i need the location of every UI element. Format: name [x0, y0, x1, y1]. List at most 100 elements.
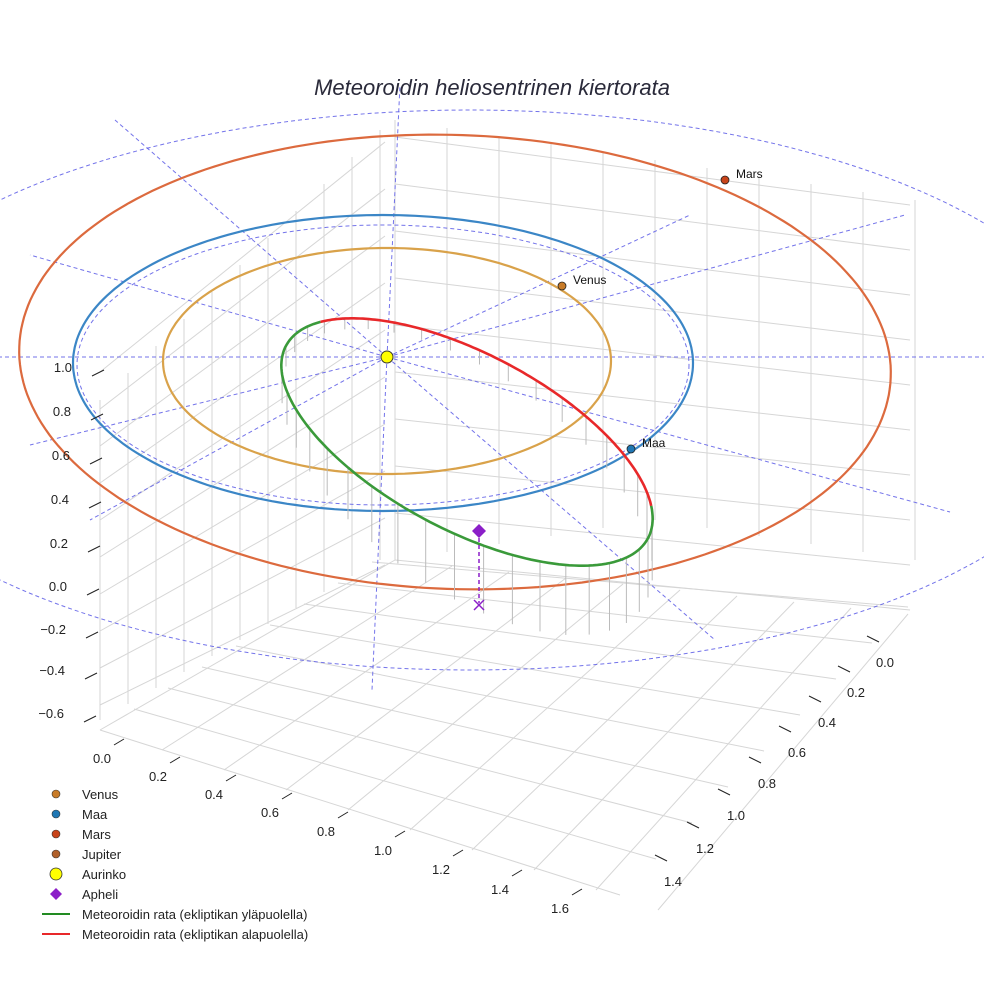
x-tick: [452, 849, 464, 857]
legend-diamond-icon: [50, 888, 62, 900]
grid-line: [133, 708, 657, 860]
axis-grid: [99, 120, 916, 911]
z-tick-label: 0.4: [51, 492, 69, 507]
orbit-maa: [71, 213, 695, 513]
grid-line: [99, 282, 386, 484]
z-tick: [89, 457, 103, 465]
ecliptic-ellipse: [76, 224, 690, 506]
grid-line: [394, 465, 911, 521]
ecliptic-spoke: [89, 356, 388, 521]
grid-line: [347, 583, 624, 811]
planet-marker-maa: [626, 444, 636, 454]
grid-line: [394, 136, 911, 206]
y-tick: [654, 854, 668, 862]
x-tick-label: 0.4: [205, 787, 223, 802]
grid-line: [167, 687, 693, 824]
z-tick: [86, 588, 100, 596]
ecliptic-spoke: [386, 356, 951, 513]
x-tick: [337, 811, 349, 819]
legend-label: Maa: [82, 807, 108, 822]
x-tick-label: 0.2: [149, 769, 167, 784]
legend-label: Aurinko: [82, 867, 126, 882]
legend-item: Mars: [51, 827, 111, 842]
y-tick-label: 0.8: [758, 776, 776, 791]
x-tick: [394, 830, 406, 838]
z-tick: [88, 501, 102, 509]
grid-line: [533, 601, 795, 871]
grid-line: [235, 645, 765, 752]
y-tick-label: 0.4: [818, 715, 836, 730]
legend-dot-icon: [51, 849, 61, 859]
ecliptic-ellipse: [0, 109, 984, 671]
grid-line: [394, 324, 911, 386]
y-tick: [837, 665, 851, 673]
grid-line: [99, 564, 386, 706]
z-tick: [83, 715, 97, 723]
orbit-venus: [161, 246, 613, 476]
grid-line: [223, 571, 510, 771]
grid-line: [99, 235, 386, 447]
grid-line: [99, 141, 386, 373]
z-tick: [90, 413, 104, 421]
z-tick-label: 0.8: [53, 404, 71, 419]
y-tick-label: 0.0: [876, 655, 894, 670]
legend-item: Apheli: [50, 887, 118, 902]
meteoroid-orbit: [279, 317, 655, 567]
x-tick-label: 1.4: [491, 882, 509, 897]
x-tick-label: 0.0: [93, 751, 111, 766]
aphelion-projection-marker: [473, 599, 485, 611]
x-tick: [169, 756, 181, 764]
grid-line: [99, 376, 386, 558]
z-tick-label: 0.2: [50, 536, 68, 551]
ecliptic-spoke: [386, 356, 716, 641]
meteoroid-orbit-below: [320, 317, 653, 507]
y-tick-label: 0.2: [847, 685, 865, 700]
z-tick-label: 0.0: [49, 579, 67, 594]
legend-item: Aurinko: [49, 867, 126, 882]
grid-line: [409, 589, 681, 831]
z-tick-label: −0.2: [40, 622, 66, 637]
y-tick-label: 0.6: [788, 745, 806, 760]
ecliptic-spoke: [29, 254, 388, 358]
planet-orbits: [18, 133, 892, 591]
y-tick: [748, 756, 762, 764]
grid-line: [337, 582, 873, 644]
meteoroid-droplines: [281, 318, 653, 635]
sun-marker: [380, 350, 394, 364]
legend-label: Mars: [82, 827, 111, 842]
grid-line: [657, 613, 909, 911]
x-tick-label: 0.8: [317, 824, 335, 839]
y-tick-label: 1.4: [664, 874, 682, 889]
z-tick: [87, 545, 101, 553]
x-tick: [281, 792, 293, 800]
x-tick: [113, 738, 125, 746]
y-tick: [866, 635, 880, 643]
legend-sun-icon: [49, 867, 63, 881]
aphelion-marker: [472, 524, 486, 538]
z-tick: [84, 672, 98, 680]
legend-dot-icon: [51, 829, 61, 839]
grid-line: [99, 188, 386, 410]
grid-line: [201, 666, 729, 788]
grid-line: [303, 603, 837, 680]
ecliptic-spoke: [386, 84, 401, 358]
x-tick: [511, 869, 523, 877]
x-tick-label: 1.6: [551, 901, 569, 916]
axis-ticks: −0.6 −0.4 −0.2 0.0 0.2 0.4 0.6 0.8 1.0 0.0 0.2 0.4 0…: [38, 360, 894, 916]
grid-line: [99, 517, 386, 669]
meteoroid-orbit-above: [279, 320, 655, 567]
y-tick: [717, 788, 731, 796]
grid-line: [269, 624, 801, 716]
legend-label: Meteoroidin rata (ekliptikan alapuolella…: [82, 927, 308, 942]
z-tick-label: 0.6: [52, 448, 70, 463]
legend-dot-icon: [51, 789, 61, 799]
grid-line: [161, 565, 453, 751]
legend-label: Apheli: [82, 887, 118, 902]
planet-label: Venus: [573, 273, 606, 287]
y-tick-label: 1.0: [727, 808, 745, 823]
z-tick-label: −0.6: [38, 706, 64, 721]
z-tick-label: 1.0: [54, 360, 72, 375]
grid-line: [99, 423, 386, 595]
grid-line: [99, 729, 621, 896]
